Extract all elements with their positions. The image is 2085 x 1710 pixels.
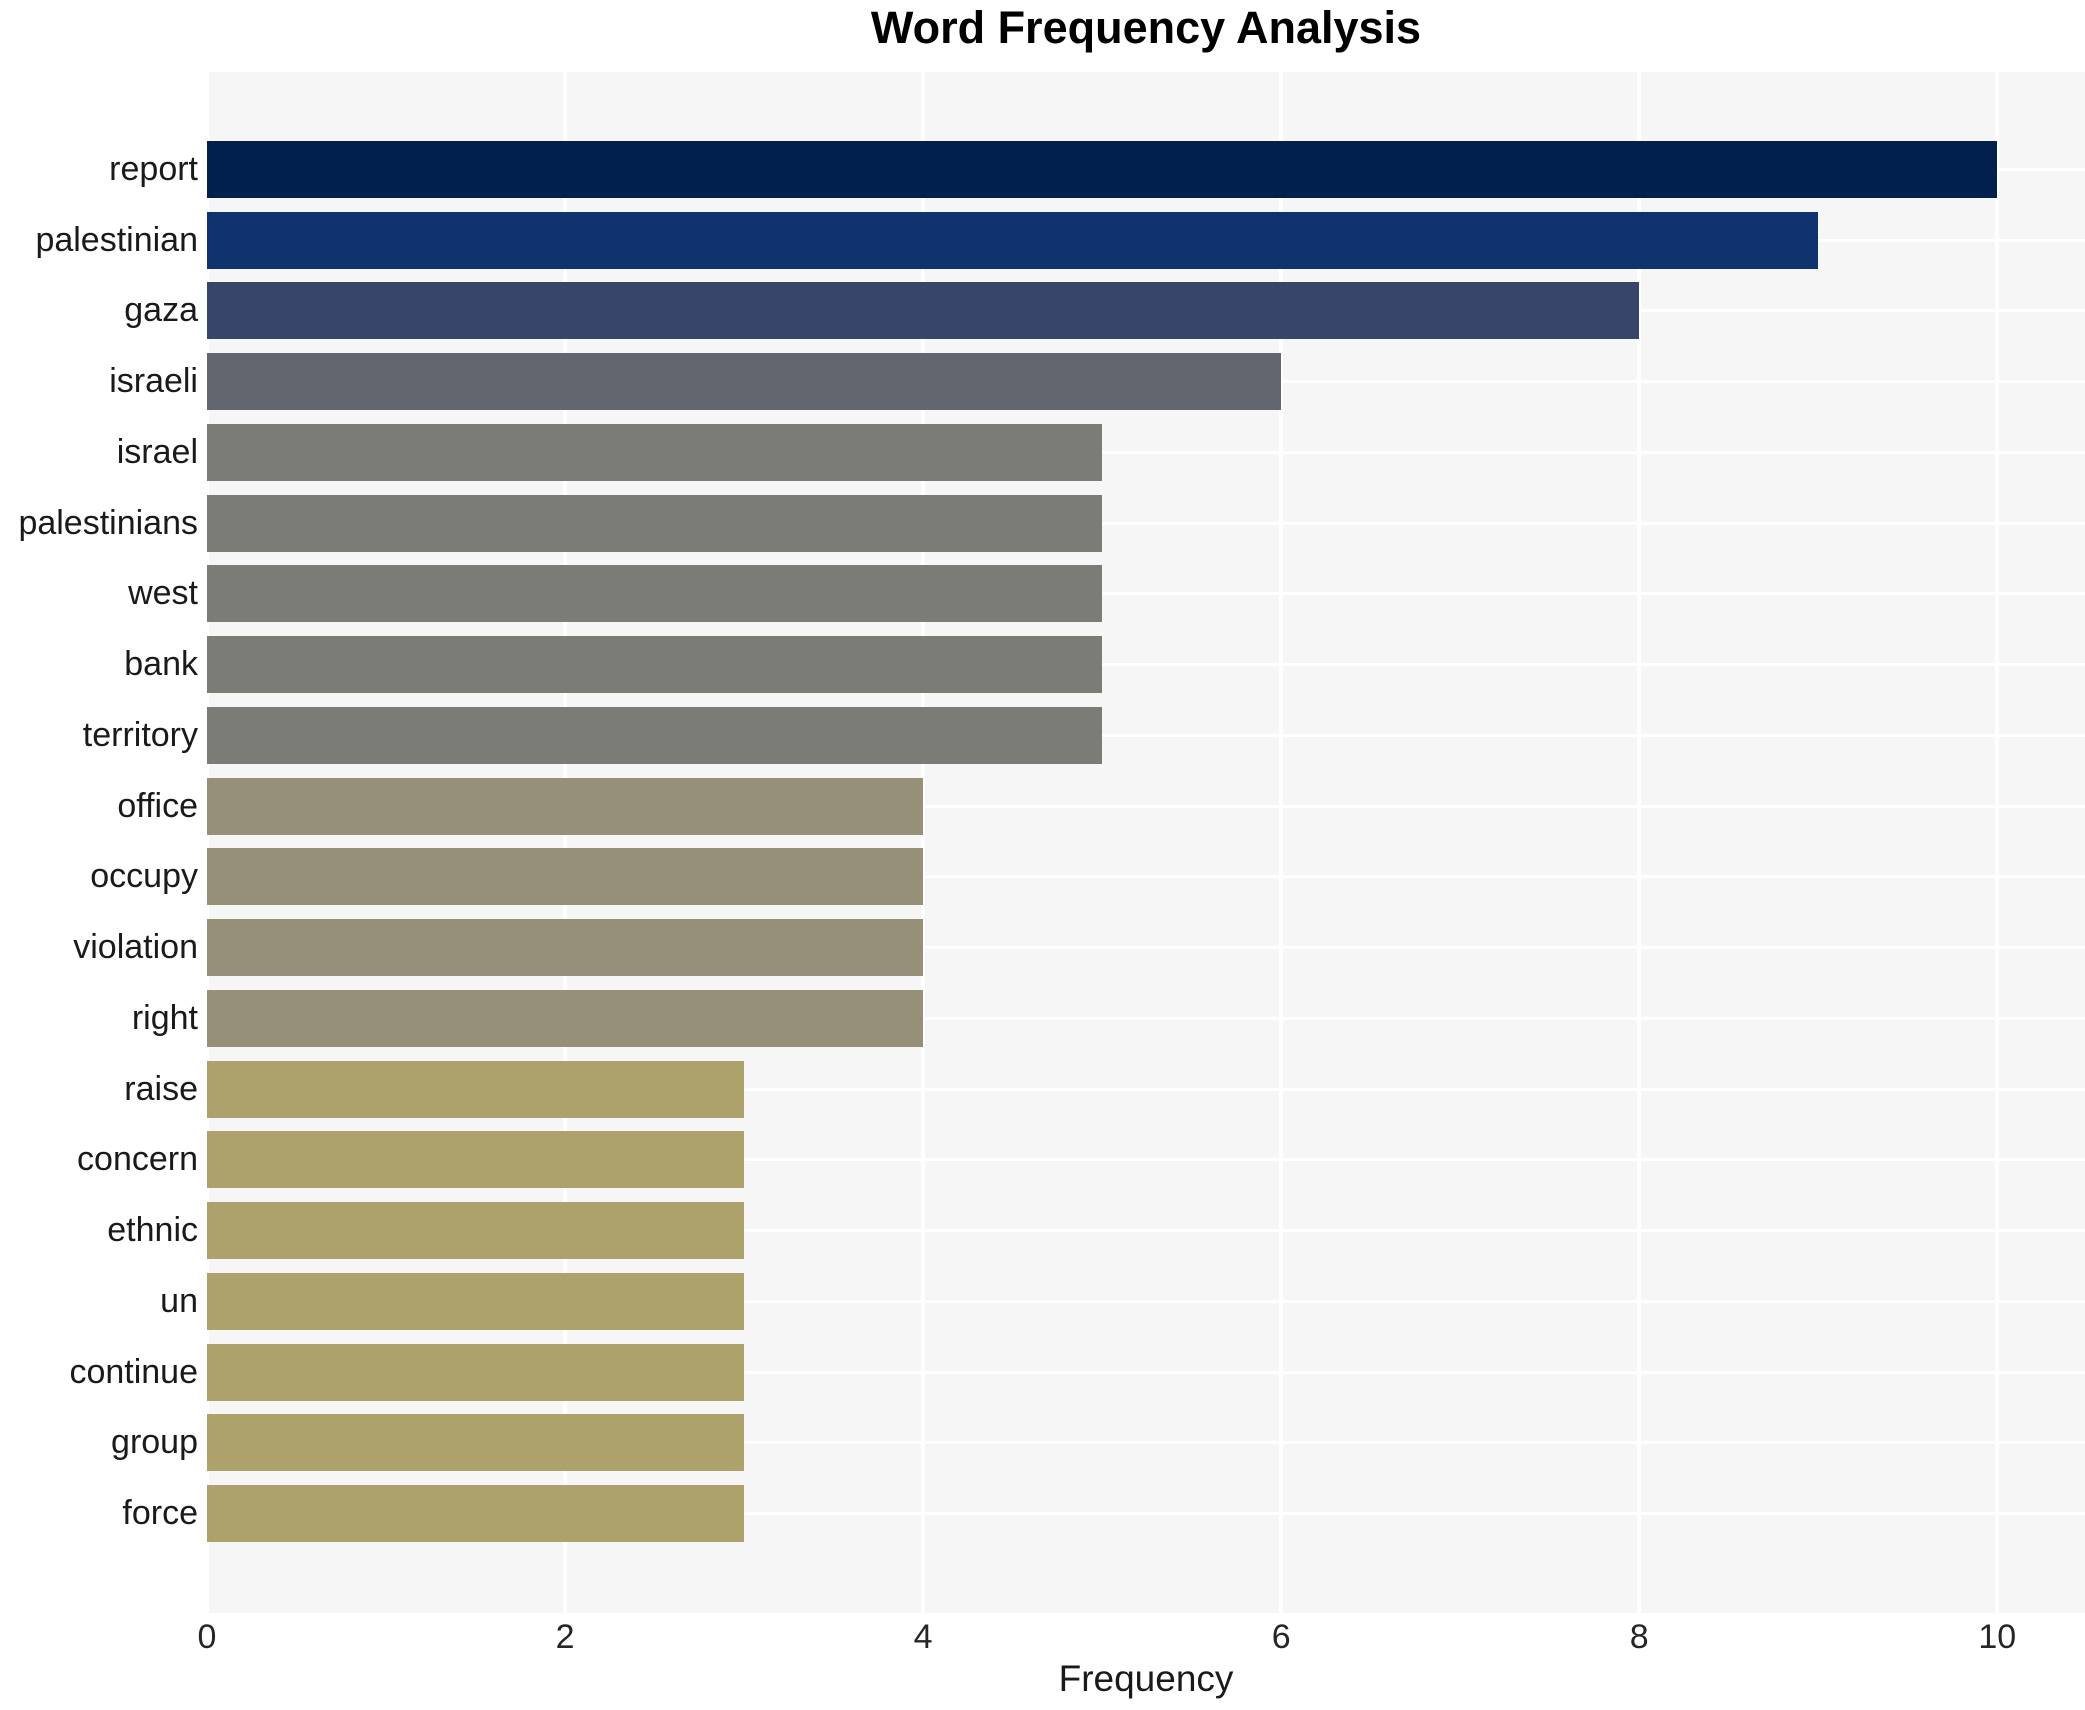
y-tick-label-right: right: [131, 998, 198, 1037]
y-tick-label-raise: raise: [124, 1069, 198, 1108]
vertical-gridline: [563, 72, 568, 1613]
chart-title: Word Frequency Analysis: [870, 2, 1422, 53]
bar-gaza: [207, 282, 1640, 340]
vertical-gridline: [1637, 72, 1642, 1613]
vertical-gridline: [1995, 72, 2000, 1613]
bar-israeli: [207, 353, 1282, 411]
bar-concern: [207, 1131, 745, 1189]
y-tick-label-bank: bank: [124, 645, 198, 684]
horizontal-gridline: [207, 592, 2085, 596]
vertical-gridline: [205, 72, 209, 1613]
horizontal-gridline: [207, 875, 2085, 879]
y-tick-label-force: force: [122, 1494, 198, 1533]
y-tick-label-gaza: gaza: [124, 291, 198, 330]
bar-un: [207, 1272, 745, 1330]
horizontal-gridline: [207, 1087, 2085, 1091]
bar-west: [207, 565, 1103, 623]
plot-area: [205, 72, 2085, 1613]
bar-group: [207, 1414, 745, 1472]
y-tick-label-west: west: [128, 574, 198, 613]
y-tick-label-violation: violation: [73, 928, 198, 967]
horizontal-gridline: [207, 450, 2085, 454]
y-tick-label-ethnic: ethnic: [107, 1211, 198, 1250]
bar-territory: [207, 706, 1103, 764]
bar-raise: [207, 1060, 745, 1118]
x-tick-label-6: 6: [1271, 1618, 1291, 1656]
horizontal-gridline: [207, 1158, 2085, 1162]
bar-palestinians: [207, 494, 1103, 552]
y-tick-label-palestinians: palestinians: [18, 503, 198, 542]
x-tick-label-4: 4: [913, 1618, 933, 1656]
y-tick-label-continue: continue: [69, 1352, 198, 1391]
x-tick-label-8: 8: [1629, 1618, 1649, 1656]
x-tick-label-10: 10: [1978, 1618, 2017, 1656]
bar-report: [207, 140, 1998, 198]
bar-continue: [207, 1343, 745, 1401]
horizontal-gridline: [207, 1441, 2085, 1445]
horizontal-gridline: [207, 1512, 2085, 1516]
horizontal-gridline: [207, 1016, 2085, 1020]
horizontal-gridline: [207, 804, 2085, 808]
y-tick-label-israeli: israeli: [109, 362, 198, 401]
horizontal-gridline: [207, 1299, 2085, 1303]
horizontal-gridline: [207, 521, 2085, 525]
bar-ethnic: [207, 1202, 745, 1260]
y-tick-label-palestinian: palestinian: [35, 220, 198, 259]
x-axis-label: Frequency: [1058, 1658, 1234, 1699]
y-tick-label-un: un: [160, 1281, 198, 1320]
bar-palestinian: [207, 211, 1819, 269]
bar-violation: [207, 919, 924, 977]
bar-office: [207, 777, 924, 835]
y-tick-label-occupy: occupy: [90, 857, 198, 896]
y-tick-label-report: report: [109, 149, 198, 188]
x-tick-label-2: 2: [555, 1618, 575, 1656]
y-tick-label-territory: territory: [82, 715, 198, 754]
horizontal-gridline: [207, 1370, 2085, 1374]
horizontal-gridline: [207, 1229, 2085, 1233]
x-tick-label-0: 0: [197, 1618, 217, 1656]
y-tick-label-office: office: [117, 786, 198, 825]
horizontal-gridline: [207, 946, 2085, 950]
bar-force: [207, 1485, 745, 1543]
horizontal-gridline: [207, 733, 2085, 737]
y-tick-label-israel: israel: [116, 432, 198, 471]
vertical-gridline: [921, 72, 926, 1613]
y-tick-label-group: group: [111, 1423, 198, 1462]
horizontal-gridline: [207, 663, 2085, 667]
vertical-gridline: [1279, 72, 1284, 1613]
bar-occupy: [207, 848, 924, 906]
bar-israel: [207, 423, 1103, 481]
bar-right: [207, 989, 924, 1047]
y-tick-label-concern: concern: [77, 1140, 198, 1179]
bar-bank: [207, 636, 1103, 694]
